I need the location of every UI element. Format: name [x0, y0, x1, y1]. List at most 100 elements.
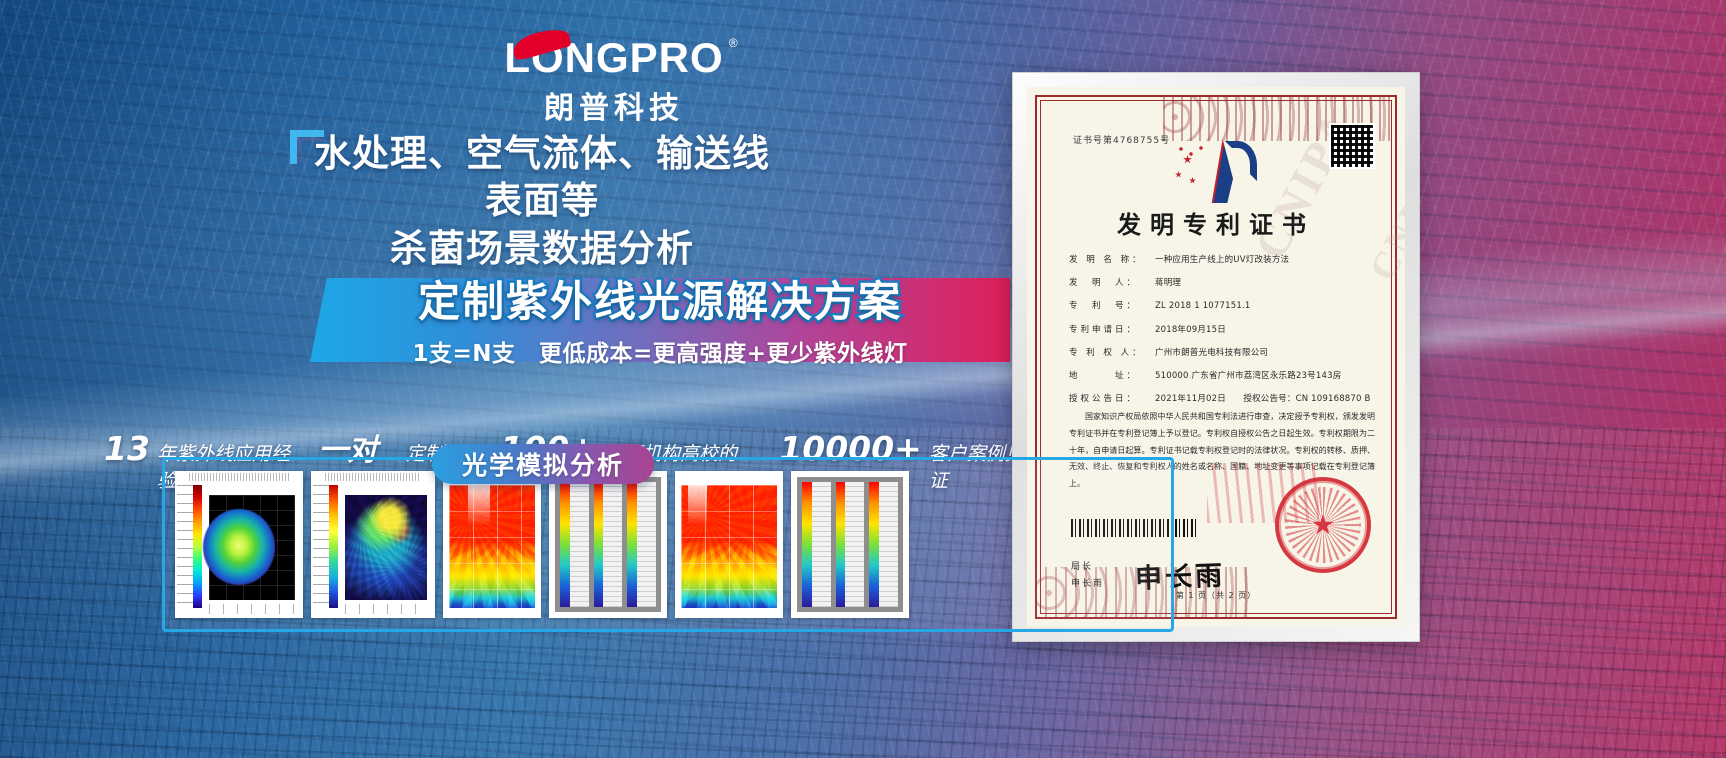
- field-value: 广州市朗普光电科技有限公司: [1155, 347, 1269, 358]
- contour-blob: [203, 509, 275, 586]
- scatter-noise: [345, 495, 427, 600]
- legend-strip: [802, 482, 831, 607]
- certificate-number: 证书号第4768755号: [1073, 136, 1171, 146]
- x-axis: [209, 604, 295, 614]
- field-key: 发 明 人：: [1069, 278, 1139, 289]
- plot-title-bar: [189, 473, 289, 481]
- certificate-row: 授权公告日： 2021年11月02日 授权公告号：CN 109168870 B: [1069, 394, 1379, 404]
- axis-ticks: [177, 485, 193, 608]
- plot-field: [449, 485, 535, 608]
- star-icon: [1175, 171, 1182, 178]
- field-key: 专利申请日：: [1069, 324, 1139, 335]
- certificate-row: 发 明 人： 蒋明理: [1069, 278, 1379, 288]
- left-content-panel: LONGPRO ® 朗普科技 水处理、空气流体、输送线表面等 杀菌场景数据分析 …: [0, 0, 1030, 758]
- field-value: 2018年09月15日: [1155, 324, 1226, 335]
- field-value: 510000 广东省广州市荔湾区永乐路23号143房: [1155, 370, 1342, 381]
- certificate-row: 专 利 权 人： 广州市朗普光电科技有限公司: [1069, 348, 1379, 358]
- colorbar-icon: [593, 482, 604, 607]
- headline-line-2: 杀菌场景数据分析: [390, 226, 694, 270]
- signature-labels: 局长 申长雨: [1071, 559, 1104, 593]
- logo-text-cn: 朗普科技: [544, 91, 684, 126]
- hotspot-highlight: [468, 485, 491, 527]
- field-key: 地 址：: [1069, 370, 1139, 381]
- legend-strip: [835, 482, 865, 607]
- headline-text: 水处理、空气流体、输送线表面等 杀菌场景数据分析: [290, 130, 770, 272]
- colorbar-icon: [329, 485, 338, 608]
- field-value: 2021年11月02日 授权公告号：CN 109168870 B: [1155, 394, 1371, 405]
- headline-block: 水处理、空气流体、输送线表面等 杀菌场景数据分析: [290, 130, 798, 327]
- colorbar-icon: [802, 482, 812, 607]
- irradiance-heatmap-1[interactable]: [443, 471, 541, 618]
- plot-gridlines: [681, 485, 777, 608]
- legend-strip: [869, 482, 899, 607]
- colorbar-icon: [193, 485, 202, 608]
- legend-strip: [560, 482, 589, 607]
- registered-trademark-icon: ®: [728, 36, 738, 50]
- certificate-row: 专利申请日： 2018年09月15日: [1069, 325, 1379, 335]
- certificate-border: [1035, 95, 1397, 619]
- certificate-footer: 第 1 页（共 2 页）: [1175, 591, 1257, 600]
- stat-number: 13: [104, 429, 150, 468]
- optical-simulation-badge-label: 光学模拟分析: [462, 451, 625, 480]
- heatmap-mottle: [449, 485, 535, 608]
- illuminance-contour-plot[interactable]: [175, 471, 303, 618]
- patent-certificate-frame[interactable]: CNIPA CNIPA 证书号第4768755号 发明专利证书 发 明 名 称：…: [1012, 72, 1420, 642]
- field-value: ZL 2018 1 1077151.1: [1155, 301, 1251, 312]
- colorbar-icon: [627, 482, 638, 607]
- axis-ticks: [313, 485, 329, 608]
- ray-scatter-density-plot[interactable]: [311, 471, 435, 618]
- barcode-icon: [1071, 519, 1199, 537]
- legend-rows: [637, 482, 657, 607]
- field-key: 专 利 权 人：: [1069, 347, 1144, 358]
- company-logo[interactable]: LONGPRO ® 朗普科技: [484, 24, 744, 127]
- color-legend-panel-1[interactable]: [549, 471, 667, 618]
- plot-title-bar: [325, 473, 421, 481]
- stat-number: 10000+: [779, 429, 922, 468]
- legend-strip: [593, 482, 623, 607]
- slogan-main: 定制紫外线光源解决方案: [415, 275, 902, 329]
- hotspot-highlight: [687, 485, 708, 527]
- emblem-curve: [1225, 141, 1257, 181]
- slogan-gradient-bar: [310, 278, 1010, 362]
- star-icon: [1183, 155, 1192, 164]
- ornament-bottom-left-icon: [1035, 567, 1255, 619]
- official-seal-icon: [1275, 477, 1371, 573]
- irradiance-heatmap-2[interactable]: [675, 471, 783, 618]
- legend-strip-group: [555, 477, 661, 612]
- color-legend-panel-2[interactable]: [791, 471, 909, 618]
- slogan-sub: 1支=N支 更低成本=更高强度+更少紫外线灯: [412, 341, 908, 367]
- patent-certificate: CNIPA CNIPA 证书号第4768755号 发明专利证书 发 明 名 称：…: [1027, 87, 1405, 627]
- colorbar-icon: [869, 482, 880, 607]
- certificate-fields: 发 明 名 称： 一种应用生产线上的UV灯改装方法 发 明 人： 蒋明理 专 利…: [1069, 255, 1379, 417]
- certificate-row: 发 明 名 称： 一种应用生产线上的UV灯改装方法: [1069, 255, 1379, 265]
- legend-rows: [845, 482, 865, 607]
- simulation-gallery: [162, 457, 1174, 632]
- legend-strip-group: [797, 477, 903, 612]
- field-key: 发 明 名 称：: [1069, 255, 1144, 265]
- legend-rows: [603, 482, 623, 607]
- signature-label-title: 局长: [1071, 562, 1094, 572]
- x-axis: [345, 604, 427, 614]
- field-value: 蒋明理: [1155, 278, 1182, 289]
- field-value: 一种应用生产线上的UV灯改装方法: [1155, 255, 1290, 265]
- certificate-paragraph: 国家知识产权局依照中华人民共和国专利法进行审查，决定授予专利权，颁发发明专利证书…: [1069, 412, 1375, 489]
- certificate-row: 专 利 号： ZL 2018 1 1077151.1: [1069, 301, 1379, 311]
- field-key: 专 利 号：: [1069, 301, 1139, 312]
- certificate-row: 地 址： 510000 广东省广州市荔湾区永乐路23号143房: [1069, 371, 1379, 381]
- plot-field: [345, 495, 427, 600]
- legend-rows: [879, 482, 899, 607]
- logo-wordmark: LONGPRO ®: [504, 24, 738, 82]
- certificate-title: 发明专利证书: [1117, 211, 1315, 239]
- qr-code-icon[interactable]: [1329, 123, 1375, 169]
- emblem-dots: [1177, 145, 1207, 161]
- corner-bracket-top-left-icon: [290, 130, 324, 164]
- cnipa-emblem-icon: [1173, 139, 1259, 205]
- background-arena-roof: [0, 0, 1726, 300]
- legend-strip: [627, 482, 657, 607]
- signature-label-name: 申长雨: [1071, 579, 1105, 590]
- slogan-block: 定制紫外线光源解决方案 1支=N支 更低成本=更高强度+更少紫外线灯: [300, 268, 1020, 368]
- star-icon: [1189, 177, 1196, 184]
- colorbar-icon: [560, 482, 570, 607]
- field-key: 授权公告日：: [1069, 394, 1139, 405]
- optical-simulation-badge: 光学模拟分析: [432, 444, 655, 484]
